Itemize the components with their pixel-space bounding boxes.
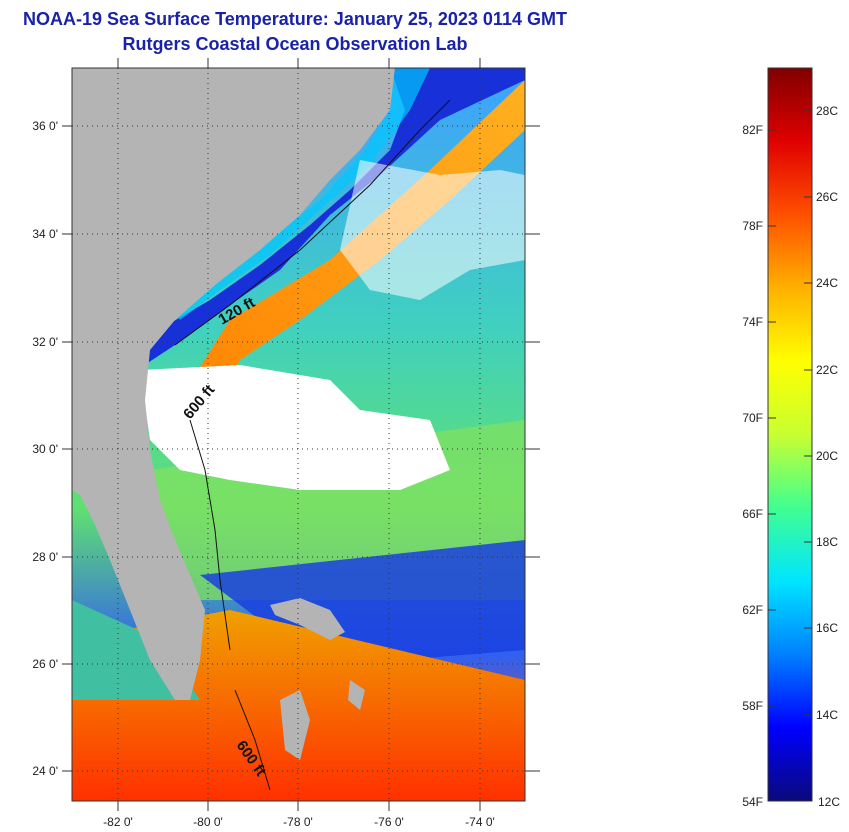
- colorbar-f-label: 74F: [742, 315, 763, 329]
- gulf-stream: [160, 80, 525, 440]
- bahamas-andros: [280, 690, 310, 760]
- lon-label: -76 0': [374, 815, 404, 829]
- lat-label: 28 0': [32, 550, 58, 564]
- lat-ticks: [62, 125, 540, 772]
- map-title: NOAA-19 Sea Surface Temperature: January…: [23, 9, 567, 29]
- lat-label: 32 0': [32, 335, 58, 349]
- colorbar-c-label: 14C: [816, 708, 838, 722]
- colorbar-f-label: 62F: [742, 603, 763, 617]
- scattered-clouds: [340, 160, 525, 300]
- colorbar-f-label: 66F: [742, 507, 763, 521]
- colorbar-c-label: 16C: [816, 621, 838, 635]
- lat-label: 36 0': [32, 119, 58, 133]
- lat-label: 30 0': [32, 442, 58, 456]
- map-gridlines: [72, 68, 525, 801]
- land-mainland: [72, 68, 395, 700]
- map-subtitle: Rutgers Coastal Ocean Observation Lab: [122, 34, 468, 54]
- contour-line-120: [174, 99, 451, 346]
- colorbar-f-label: 78F: [742, 219, 763, 233]
- colorbar-f-label: 58F: [742, 699, 763, 713]
- colorbar-c-label: 22C: [816, 363, 838, 377]
- colorbar-f-ticks: [768, 129, 776, 707]
- lon-label: -78 0': [283, 815, 313, 829]
- colorbar-c-label: 26C: [816, 190, 838, 204]
- lon-label: -80 0': [193, 815, 223, 829]
- bahamas-grand: [270, 598, 345, 640]
- colorbar-rect: [767, 67, 813, 802]
- colorbar-c-label: 12C: [818, 795, 840, 809]
- cloud-mass: [140, 365, 450, 490]
- lon-label: -82 0': [103, 815, 133, 829]
- colorbar-f-label: 54F: [742, 795, 763, 809]
- lat-label: 26 0': [32, 657, 58, 671]
- contour-line-600: [189, 419, 231, 651]
- colorbar-f-label: 82F: [742, 123, 763, 137]
- colorbar-c-label: 20C: [816, 449, 838, 463]
- colorbar-c-label: 28C: [816, 104, 838, 118]
- map-imagery: [72, 68, 525, 801]
- colorbar-c-label: 24C: [816, 276, 838, 290]
- lat-label: 24 0': [32, 764, 58, 778]
- lon-label: -74 0': [465, 815, 495, 829]
- colorbar-f-label: 70F: [742, 411, 763, 425]
- cool-band: [200, 540, 525, 660]
- colorbar-c-ticks: [804, 110, 812, 716]
- contour-line-600-south: [234, 689, 271, 791]
- bahamas-island: [348, 680, 365, 710]
- colorbar-c-label: 18C: [816, 535, 838, 549]
- lat-label: 34 0': [32, 227, 58, 241]
- lon-ticks: [117, 58, 481, 811]
- shelf-water: [140, 68, 525, 368]
